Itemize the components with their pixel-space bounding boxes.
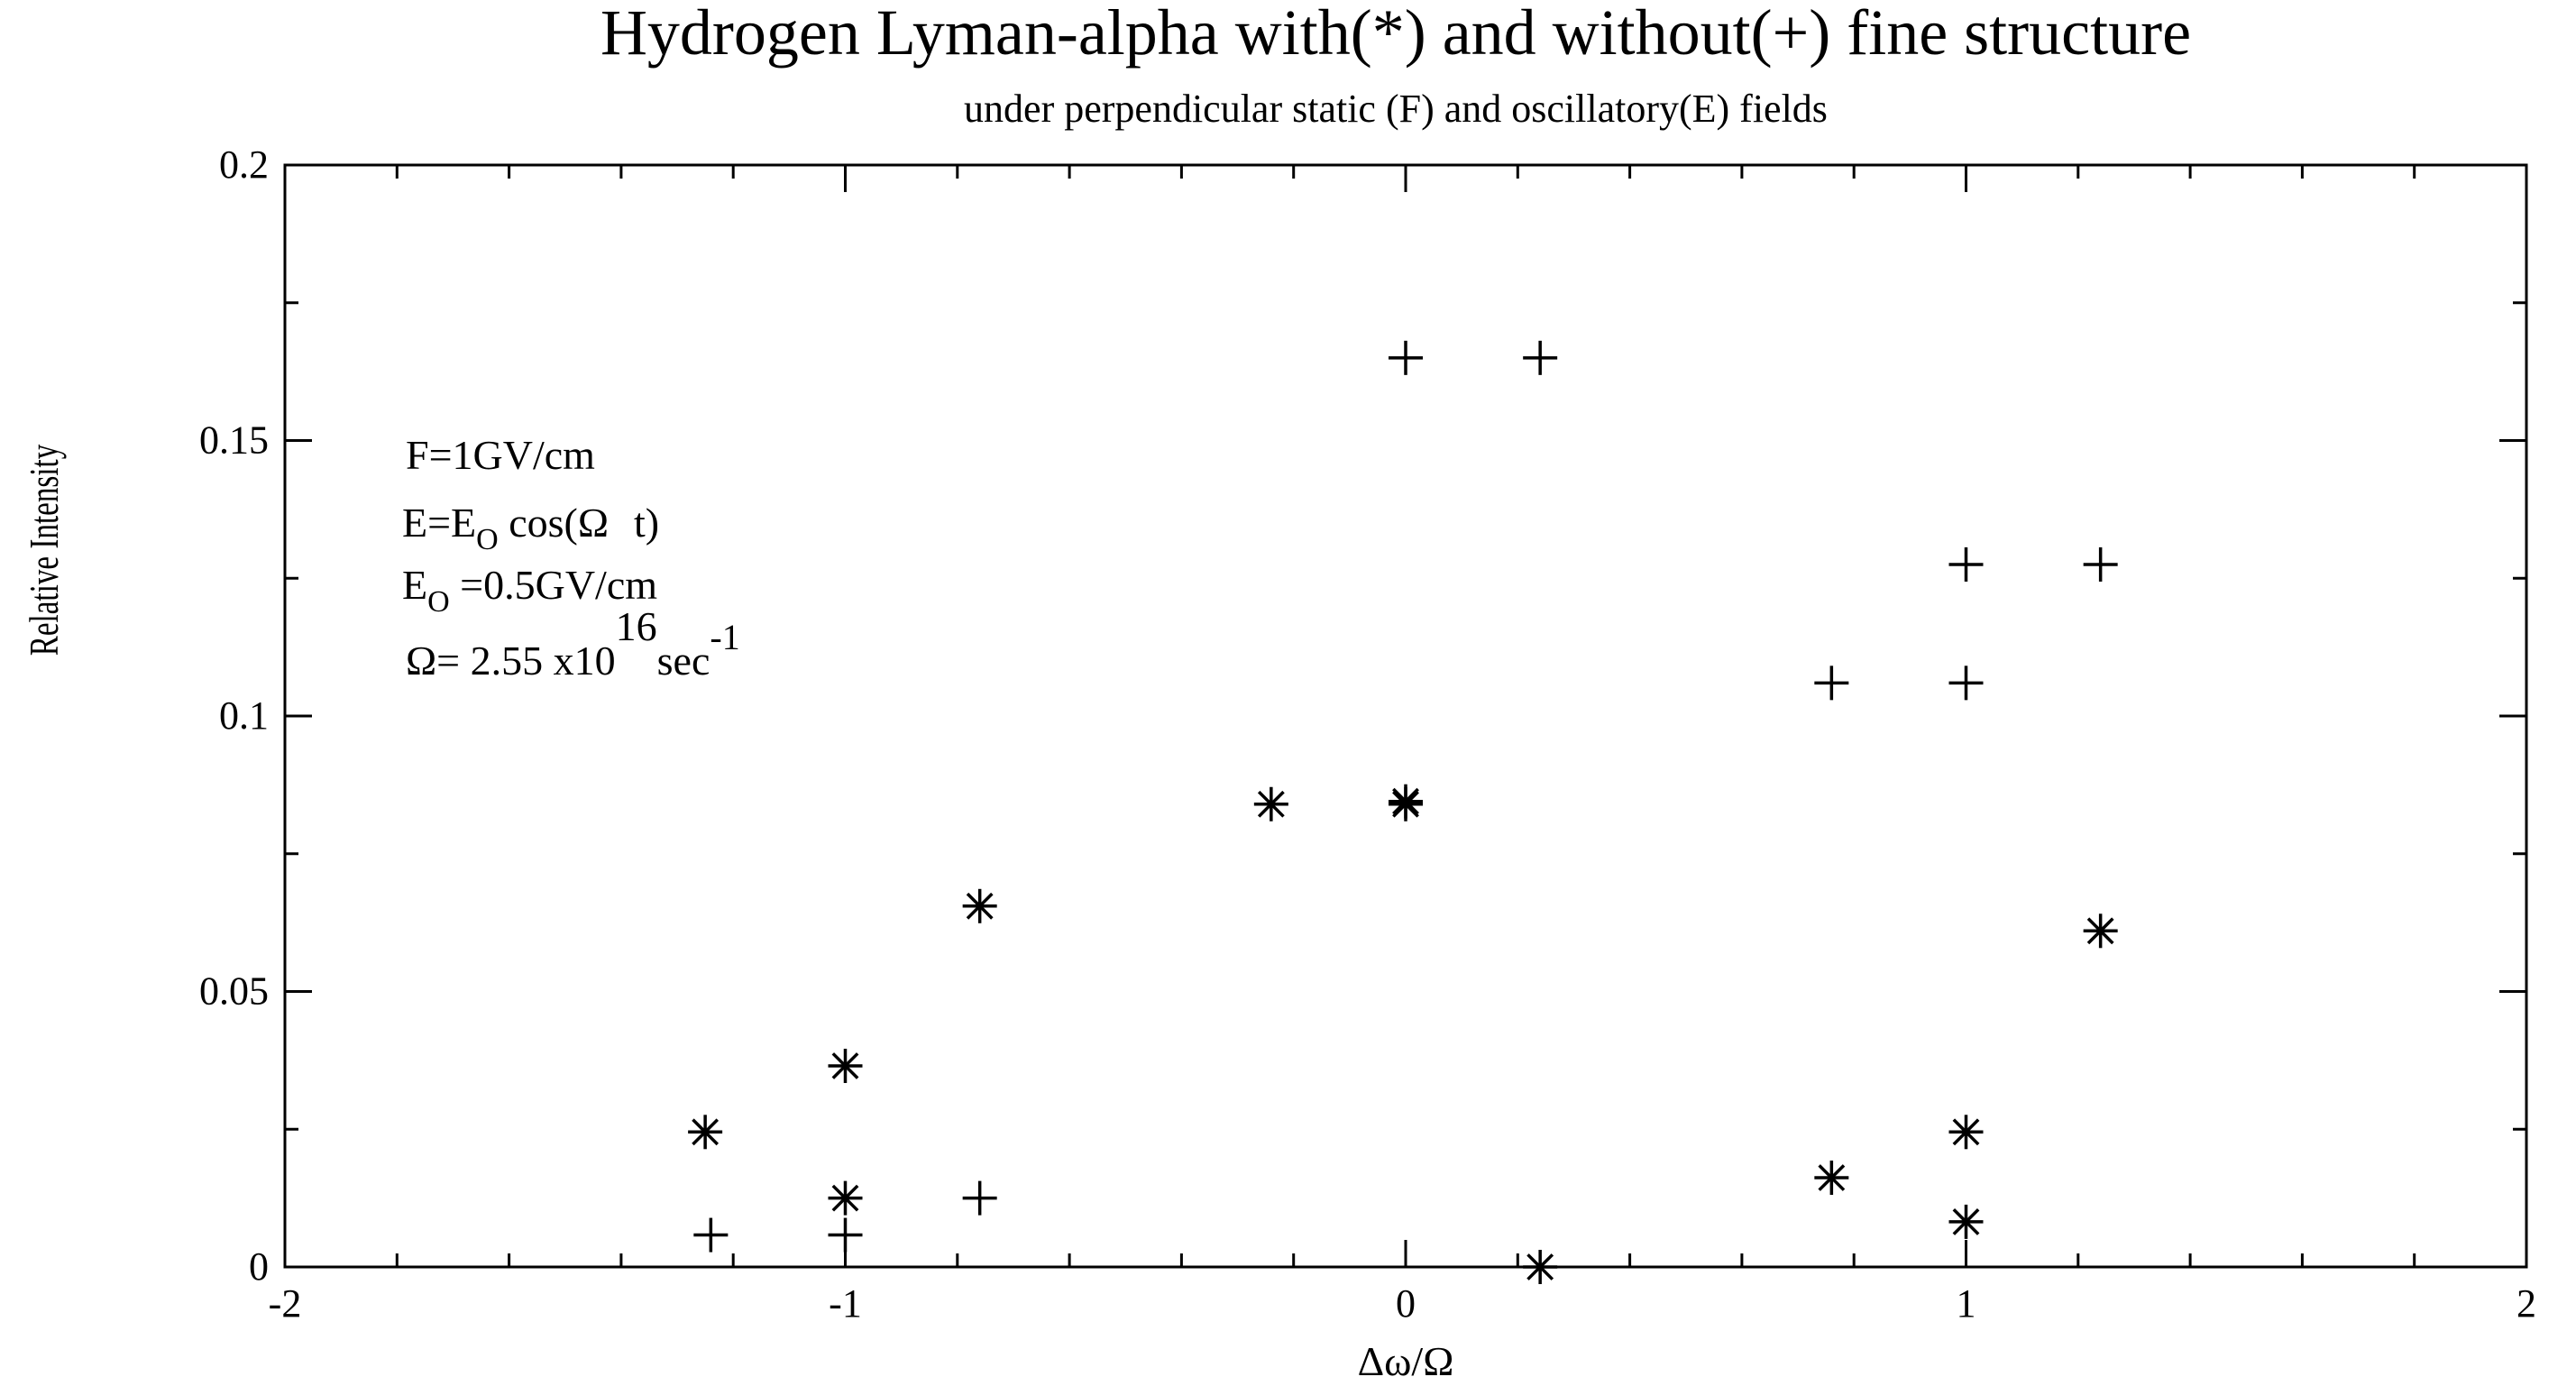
x-tick-label: -2 [269,1281,302,1326]
asterisk-marker [828,1180,863,1216]
chart-title: Hydrogen Lyman-alpha with(*) and without… [600,0,2191,69]
x-tick-labels: -2 -1 0 1 2 [269,1281,2536,1326]
plus-marker [962,1180,997,1216]
plus-marker [1814,665,1849,701]
asterisk-marker [828,1048,863,1083]
plot-frame [283,163,2528,1269]
asterisk-marker [1389,784,1423,819]
x-tick-label: 2 [2516,1281,2536,1326]
y-tick-label: 0.2 [219,142,269,187]
x-axis-label: Δω/Ω [1358,1338,1454,1384]
asterisk-marker [688,1115,723,1150]
plus-marker [2083,546,2118,582]
plus-marker [1389,340,1423,375]
y-tick-labels: 0 0.05 0.1 0.15 0.2 [199,142,269,1289]
annotation-line-3: EO =0.5GV/cm [402,562,657,619]
y-tick-label: 0.1 [219,693,269,738]
asterisk-marker [962,888,997,923]
chart-subtitle: under perpendicular static (F) and oscil… [964,87,1828,131]
y-axis-label: Relative Intensity [21,445,68,656]
y-tick-label: 0 [249,1244,269,1289]
asterisk-marker [1948,1115,1984,1150]
x-tick-label: -1 [829,1281,862,1326]
annotation-box: F=1GV/cm E=EO cos(Ω t) EO =0.5GV/cm Ω= 2.… [402,432,740,684]
annotation-line-1: F=1GV/cm [406,432,595,478]
asterisk-marker [2083,913,2118,949]
asterisk-marker [1948,1204,1984,1239]
data-markers [688,340,2118,1284]
annotation-line-4: Ω= 2.55 x1016sec-1 [406,603,740,684]
plus-marker [828,1217,863,1253]
annotation-line-2: E=EO cos(Ω t) [402,500,659,556]
x-tick-label: 1 [1957,1281,1976,1326]
asterisk-marker [1253,786,1288,822]
asterisk-marker [1523,1250,1558,1284]
plus-marker [693,1217,729,1253]
plus-marker [1523,340,1558,375]
axis-ticks [283,163,2528,1269]
plus-marker [1948,546,1984,582]
y-tick-label: 0.05 [199,969,269,1014]
x-tick-label: 0 [1396,1281,1416,1326]
plus-marker [1948,665,1984,701]
asterisk-marker [1814,1161,1849,1196]
y-tick-label: 0.15 [199,418,269,463]
